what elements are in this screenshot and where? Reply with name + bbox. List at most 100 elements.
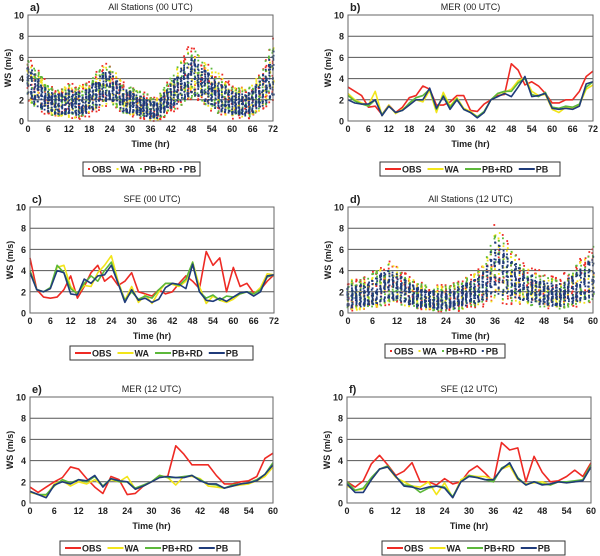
point-pb	[408, 285, 411, 288]
point-pb	[346, 291, 349, 293]
point-pb-rd	[196, 72, 199, 74]
point-pb	[140, 109, 142, 112]
point-pb	[176, 99, 179, 102]
point-pb-rd	[201, 99, 204, 102]
point-pb	[207, 75, 210, 77]
point-pb	[234, 101, 236, 104]
point-obs	[143, 91, 146, 94]
point-pb	[241, 101, 244, 104]
point-obs	[126, 101, 129, 104]
point-obs	[210, 109, 212, 112]
point-pb	[400, 300, 403, 303]
point-wa	[149, 118, 152, 121]
series-line-obs	[347, 62, 594, 116]
point-wa	[494, 234, 497, 237]
point-obs	[466, 306, 469, 308]
point-pb	[493, 276, 496, 279]
point-pb	[493, 251, 496, 254]
point-obs	[80, 115, 83, 117]
point-pb	[78, 111, 81, 114]
point-pb	[54, 105, 56, 108]
point-pb	[47, 98, 50, 101]
point-pb-rd	[413, 305, 415, 307]
point-pb-rd	[388, 293, 391, 296]
point-wa	[131, 113, 134, 116]
point-pb	[213, 86, 216, 89]
point-pb	[445, 290, 448, 293]
point-pb	[131, 97, 134, 100]
point-pb	[75, 91, 78, 94]
point-wa	[494, 288, 497, 291]
point-pb-rd	[221, 104, 224, 107]
point-pb	[105, 89, 107, 92]
point-pb	[136, 106, 139, 108]
point-pb	[449, 302, 452, 305]
point-pb-rd	[77, 93, 80, 96]
point-pb	[207, 85, 210, 88]
point-pb	[159, 98, 162, 100]
point-obs	[173, 106, 175, 108]
x-tick-label: 66	[249, 316, 259, 326]
point-pb	[502, 262, 505, 265]
point-obs	[461, 280, 464, 283]
point-wa	[187, 51, 189, 54]
x-tick-label: 6	[366, 124, 371, 134]
point-pb	[172, 93, 175, 96]
point-pb-rd	[191, 85, 193, 88]
point-pb	[272, 50, 275, 53]
point-pb	[399, 297, 402, 299]
point-pb	[228, 100, 231, 103]
point-wa	[350, 281, 353, 284]
point-wa	[156, 97, 158, 100]
point-wa	[78, 84, 81, 87]
point-pb	[123, 98, 125, 101]
point-obs	[470, 278, 473, 281]
point-pb	[190, 68, 193, 71]
point-pb	[95, 88, 98, 91]
point-pb	[213, 83, 216, 85]
point-pb	[153, 109, 156, 112]
point-pb	[186, 66, 189, 69]
point-pb	[269, 87, 272, 90]
point-pb	[201, 93, 204, 96]
point-pb	[424, 300, 427, 302]
point-obs	[187, 90, 189, 93]
legend-marker-obs	[88, 168, 90, 170]
point-obs	[101, 65, 104, 67]
point-pb	[428, 297, 430, 300]
point-obs	[485, 300, 488, 302]
point-pb	[429, 299, 431, 302]
point-pb-rd	[466, 277, 468, 280]
point-pb	[490, 259, 493, 261]
point-obs	[180, 87, 183, 90]
point-pb	[420, 294, 423, 296]
point-pb	[91, 102, 94, 105]
point-pb	[262, 80, 265, 82]
point-pb	[105, 99, 108, 102]
point-wa	[460, 296, 463, 299]
point-pb-rd	[466, 279, 469, 281]
point-pb	[128, 112, 131, 114]
point-pb-rd	[351, 280, 353, 283]
point-pb	[363, 290, 366, 292]
point-pb	[34, 83, 37, 85]
point-pb	[75, 98, 78, 100]
point-pb	[238, 92, 240, 95]
point-pb	[494, 283, 497, 286]
point-wa	[396, 274, 399, 277]
point-pb-rd	[197, 71, 200, 74]
point-pb	[211, 87, 214, 90]
point-pb	[85, 107, 88, 109]
point-pb-rd	[220, 93, 223, 96]
point-pb	[68, 109, 71, 112]
point-pb	[57, 97, 60, 99]
point-wa	[30, 74, 32, 77]
point-obs	[391, 265, 394, 268]
point-pb	[155, 107, 158, 110]
point-wa	[444, 286, 447, 289]
point-pb	[108, 85, 111, 88]
point-wa	[396, 266, 399, 269]
point-pb	[104, 75, 107, 78]
point-pb	[163, 100, 166, 103]
point-pb	[197, 88, 200, 90]
